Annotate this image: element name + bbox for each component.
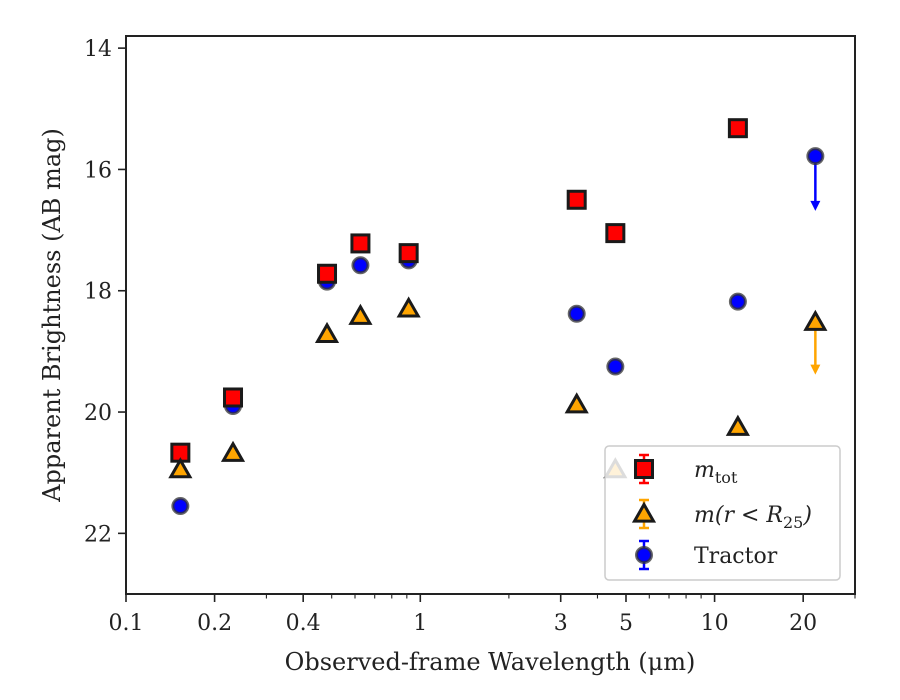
legend: mtot m(r < R25) Tractor xyxy=(604,445,841,581)
y-axis-label: Apparent Brightness (AB mag) xyxy=(38,128,66,503)
x-tick-label: 10 xyxy=(701,611,729,636)
y-axis-ticks: 14 16 18 20 22 xyxy=(84,37,126,547)
data-point-square xyxy=(317,263,338,284)
data-marks xyxy=(168,118,828,516)
data-point-circle xyxy=(567,304,586,323)
data-point-square xyxy=(398,243,419,264)
data-point-triangle xyxy=(348,303,373,325)
legend-box xyxy=(604,445,841,581)
y-tick-label: 18 xyxy=(84,280,112,305)
y-tick-label: 14 xyxy=(84,37,112,62)
legend-label: Tractor xyxy=(694,544,778,569)
x-tick-label: 3 xyxy=(554,611,568,636)
legend-marker-triangle xyxy=(631,501,657,523)
plot-frame xyxy=(125,35,856,595)
data-point-circle xyxy=(806,147,825,166)
x-tick-label: 0.1 xyxy=(109,611,144,636)
x-tick-label: 1 xyxy=(413,611,427,636)
legend-marker-circle xyxy=(635,546,653,564)
data-point-triangle xyxy=(564,392,589,414)
data-point-circle xyxy=(171,497,190,516)
data-point-square xyxy=(566,189,587,210)
y-tick-label: 22 xyxy=(84,522,112,547)
data-point-square xyxy=(727,118,748,139)
x-axis-ticks: 0.1 0.2 0.4 1 3 5 10 20 xyxy=(109,594,856,636)
data-point-triangle xyxy=(168,457,193,479)
x-axis-label: Observed-frame Wavelength (μm) xyxy=(285,648,696,676)
data-point-triangle xyxy=(220,440,246,462)
data-point-circle xyxy=(351,256,370,275)
x-tick-label: 5 xyxy=(619,611,633,636)
x-tick-label: 0.4 xyxy=(286,611,321,636)
upper-limit-arrow-head xyxy=(810,364,821,375)
data-point-square xyxy=(223,387,244,408)
data-point-triangle xyxy=(725,414,750,436)
x-tick-label: 20 xyxy=(789,611,817,636)
data-point-triangle xyxy=(803,309,828,331)
legend-marker-square xyxy=(634,459,654,479)
data-point-square xyxy=(605,223,626,244)
data-point-triangle xyxy=(314,321,340,344)
data-point-triangle xyxy=(396,296,421,318)
y-tick-label: 20 xyxy=(84,401,112,426)
y-tick-label: 16 xyxy=(84,158,112,183)
x-tick-label: 0.2 xyxy=(197,611,232,636)
series-square xyxy=(170,118,748,463)
series-triangle xyxy=(168,296,828,479)
data-point-circle xyxy=(606,357,625,376)
upper-limit-arrow-head xyxy=(810,200,821,211)
legend-label: m(r < R25) xyxy=(694,503,812,532)
data-point-square xyxy=(350,233,371,254)
data-point-circle xyxy=(728,292,747,311)
legend-label: mtot xyxy=(694,458,738,487)
